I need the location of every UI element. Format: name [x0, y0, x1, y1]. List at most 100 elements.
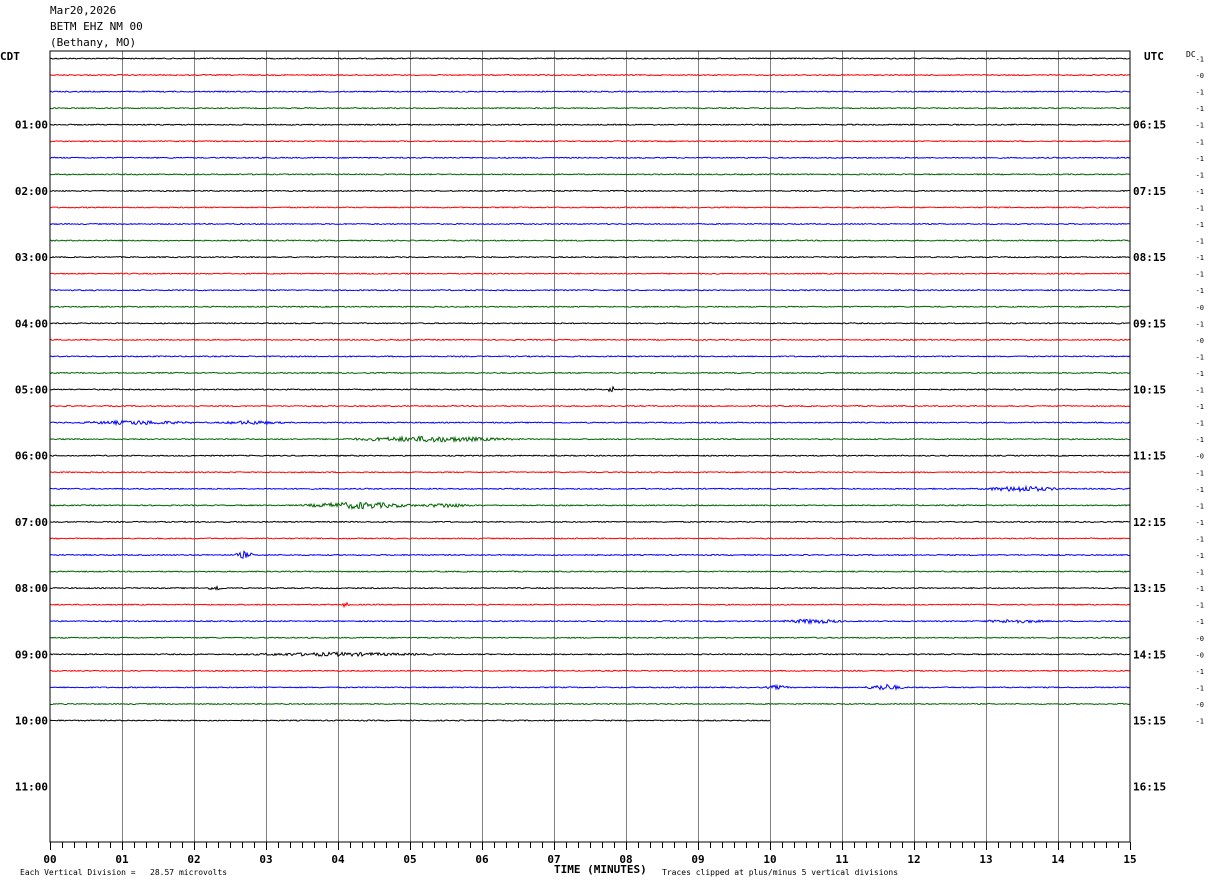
dc-offset-label: -1: [1196, 387, 1204, 395]
left-hour-label: 01:00: [15, 119, 48, 132]
dc-offset-label: -1: [1196, 519, 1204, 527]
trace-line: [49, 419, 1131, 427]
trace-line: [49, 550, 1131, 559]
trace-line: [49, 305, 1131, 308]
dc-offset-label: -1: [1196, 585, 1204, 593]
x-tick-label: 02: [187, 853, 200, 866]
x-tick-label: 13: [979, 853, 992, 866]
dc-offset-label: -0: [1196, 635, 1204, 643]
dc-offset-label: -1: [1196, 436, 1204, 444]
right-hour-label: 12:15: [1133, 516, 1166, 529]
left-hour-label: 04:00: [15, 317, 48, 330]
x-tick-label: 04: [331, 853, 345, 866]
dc-offset-label: -0: [1196, 453, 1204, 461]
trace-line: [49, 239, 1131, 242]
trace-line: [49, 617, 1131, 625]
trace-line: [49, 537, 1131, 540]
dc-offset-label: -1: [1196, 370, 1204, 378]
trace-line: [49, 570, 1131, 573]
dc-offset-label: -1: [1196, 353, 1204, 361]
trace-line: [49, 156, 1131, 160]
right-hour-label: 16:15: [1133, 781, 1166, 794]
minute-grid: [122, 51, 1059, 842]
dc-offset-label: -1: [1196, 221, 1204, 229]
dc-offset-label: -1: [1196, 138, 1204, 146]
axis-labels: 00 01 02 03 04 05 06 07 08 09 10 11 12 13 14 15 01:00 02:…: [15, 56, 1204, 867]
dc-offset-label: -1: [1196, 171, 1204, 179]
dc-offset-label: -1: [1196, 535, 1204, 543]
dc-offset-label: -1: [1196, 320, 1204, 328]
x-tick-label: 00: [43, 853, 56, 866]
dc-offset-label: -1: [1196, 105, 1204, 113]
right-hour-label: 09:15: [1133, 317, 1166, 330]
dc-offset-label: -1: [1196, 122, 1204, 130]
x-tick-label: 05: [403, 853, 416, 866]
header-location: (Bethany, MO): [50, 36, 137, 49]
x-tick-label: 12: [907, 853, 920, 866]
right-hour-label: 07:15: [1133, 185, 1166, 198]
trace-line: [49, 404, 1131, 408]
dc-offset-label: -1: [1196, 718, 1204, 726]
trace-line: [49, 385, 1131, 393]
dc-offset-label: -1: [1196, 403, 1204, 411]
right-hour-label: 11:15: [1133, 450, 1166, 463]
right-hour-label: 06:15: [1133, 119, 1166, 132]
trace-line: [49, 585, 1131, 591]
trace-line: [49, 90, 1131, 93]
x-tick-label: 10: [763, 853, 776, 866]
x-axis-title: TIME (MINUTES): [554, 863, 647, 876]
dc-offset-label: -1: [1196, 89, 1204, 97]
right-hour-label: 13:15: [1133, 582, 1166, 595]
x-tick-label: 07: [547, 853, 560, 866]
trace-line: [49, 222, 1131, 226]
dc-offset-label: -1: [1196, 188, 1204, 196]
trace-line: [49, 501, 1131, 511]
right-hour-label: 15:15: [1133, 715, 1166, 728]
dc-offset-label: -0: [1196, 72, 1204, 80]
trace-line: [49, 255, 1131, 259]
trace-line: [49, 719, 771, 722]
trace-line: [49, 57, 1131, 60]
x-tick-label: 09: [691, 853, 704, 866]
trace-line: [49, 173, 1131, 176]
left-hour-label: 10:00: [15, 715, 48, 728]
left-hour-label: 11:00: [15, 781, 48, 794]
left-hour-label: 02:00: [15, 185, 48, 198]
x-tick-label: 08: [619, 853, 632, 866]
dc-offset-label: -1: [1196, 271, 1204, 279]
left-timezone-label: CDT: [0, 50, 20, 63]
plot-frame: [49, 50, 1131, 843]
trace-line: [49, 471, 1131, 474]
dc-offset-label: -0: [1196, 651, 1204, 659]
trace-line: [49, 669, 1131, 673]
left-hour-label: 09:00: [15, 648, 48, 661]
right-hour-label: 14:15: [1133, 648, 1166, 661]
dc-offset-label: -1: [1196, 155, 1204, 163]
trace-line: [49, 520, 1131, 524]
trace-line: [49, 73, 1131, 77]
left-hour-label: 05:00: [15, 384, 48, 397]
trace-line: [49, 272, 1131, 275]
dc-offset-label: -0: [1196, 701, 1204, 709]
left-hour-label: 06:00: [15, 450, 48, 463]
trace-line: [49, 636, 1131, 639]
trace-line: [49, 106, 1131, 110]
dc-offset-label: -1: [1196, 56, 1204, 64]
trace-line: [49, 140, 1131, 143]
right-hour-label: 10:15: [1133, 384, 1166, 397]
trace-line: [49, 371, 1131, 375]
trace-line: [49, 206, 1131, 209]
dc-offset-label: -1: [1196, 486, 1204, 494]
dc-offset-label: -1: [1196, 238, 1204, 246]
dc-offset-label: -1: [1196, 254, 1204, 262]
dc-offset-label: -1: [1196, 552, 1204, 560]
dc-offset-label: -1: [1196, 420, 1204, 428]
dc-offset-label: -1: [1196, 469, 1204, 477]
trace-line: [49, 435, 1131, 444]
trace-line: [49, 484, 1131, 493]
trace-line: [49, 355, 1131, 358]
x-tick-label: 14: [1051, 853, 1065, 866]
x-tick-label: 11: [835, 853, 849, 866]
trace-line: [49, 683, 1131, 692]
trace-line: [49, 601, 1131, 609]
